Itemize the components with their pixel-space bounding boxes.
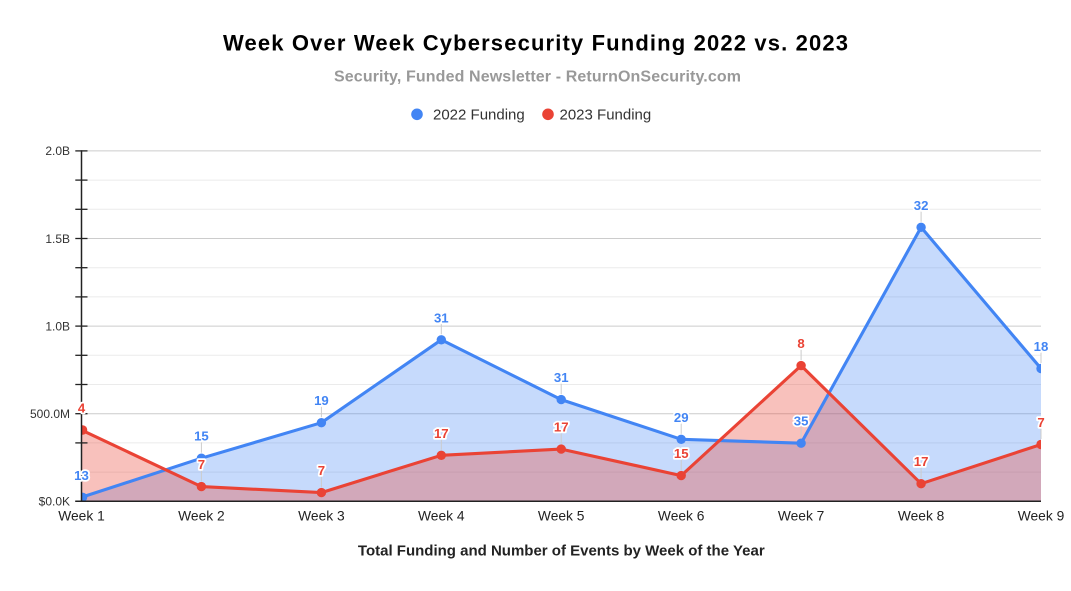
svg-text:Week 8: Week 8 xyxy=(898,508,945,523)
svg-text:19: 19 xyxy=(314,393,329,408)
svg-text:500.0M: 500.0M xyxy=(30,407,70,421)
svg-text:1.5B: 1.5B xyxy=(45,232,70,246)
svg-text:32: 32 xyxy=(914,198,929,213)
svg-text:Week 1: Week 1 xyxy=(58,508,105,523)
svg-text:35: 35 xyxy=(794,414,809,429)
svg-text:13: 13 xyxy=(74,468,89,483)
svg-text:17: 17 xyxy=(554,420,569,435)
svg-text:Security, Funded Newsletter -: Security, Funded Newsletter - ReturnOnSe… xyxy=(334,69,741,86)
svg-text:8: 8 xyxy=(797,336,804,351)
svg-text:Week 9: Week 9 xyxy=(1018,508,1065,523)
svg-text:Total Funding and Number of Ev: Total Funding and Number of Events by We… xyxy=(358,543,765,560)
svg-text:17: 17 xyxy=(434,426,449,441)
svg-text:Week 3: Week 3 xyxy=(298,508,345,523)
svg-text:7: 7 xyxy=(318,463,325,478)
svg-text:31: 31 xyxy=(434,310,449,325)
svg-text:31: 31 xyxy=(554,370,569,385)
svg-text:18: 18 xyxy=(1034,339,1049,354)
svg-text:2.0B: 2.0B xyxy=(45,144,70,158)
svg-text:4: 4 xyxy=(78,401,86,416)
svg-text:15: 15 xyxy=(674,446,689,461)
svg-text:1.0B: 1.0B xyxy=(45,319,70,333)
svg-text:2023 Funding: 2023 Funding xyxy=(560,107,652,124)
svg-text:Week 5: Week 5 xyxy=(538,508,585,523)
svg-text:$0.0K: $0.0K xyxy=(39,495,70,509)
svg-text:Week 4: Week 4 xyxy=(418,508,465,523)
svg-text:Week 7: Week 7 xyxy=(778,508,825,523)
svg-text:7: 7 xyxy=(198,457,205,472)
svg-text:29: 29 xyxy=(674,410,689,425)
svg-text:15: 15 xyxy=(194,429,209,444)
svg-text:7: 7 xyxy=(1037,415,1044,430)
svg-text:17: 17 xyxy=(914,454,929,469)
svg-text:Week Over Week Cybersecurity F: Week Over Week Cybersecurity Funding 202… xyxy=(223,31,848,56)
svg-text:Week 2: Week 2 xyxy=(178,508,225,523)
svg-text:2022 Funding: 2022 Funding xyxy=(433,107,525,124)
svg-text:Week 6: Week 6 xyxy=(658,508,705,523)
